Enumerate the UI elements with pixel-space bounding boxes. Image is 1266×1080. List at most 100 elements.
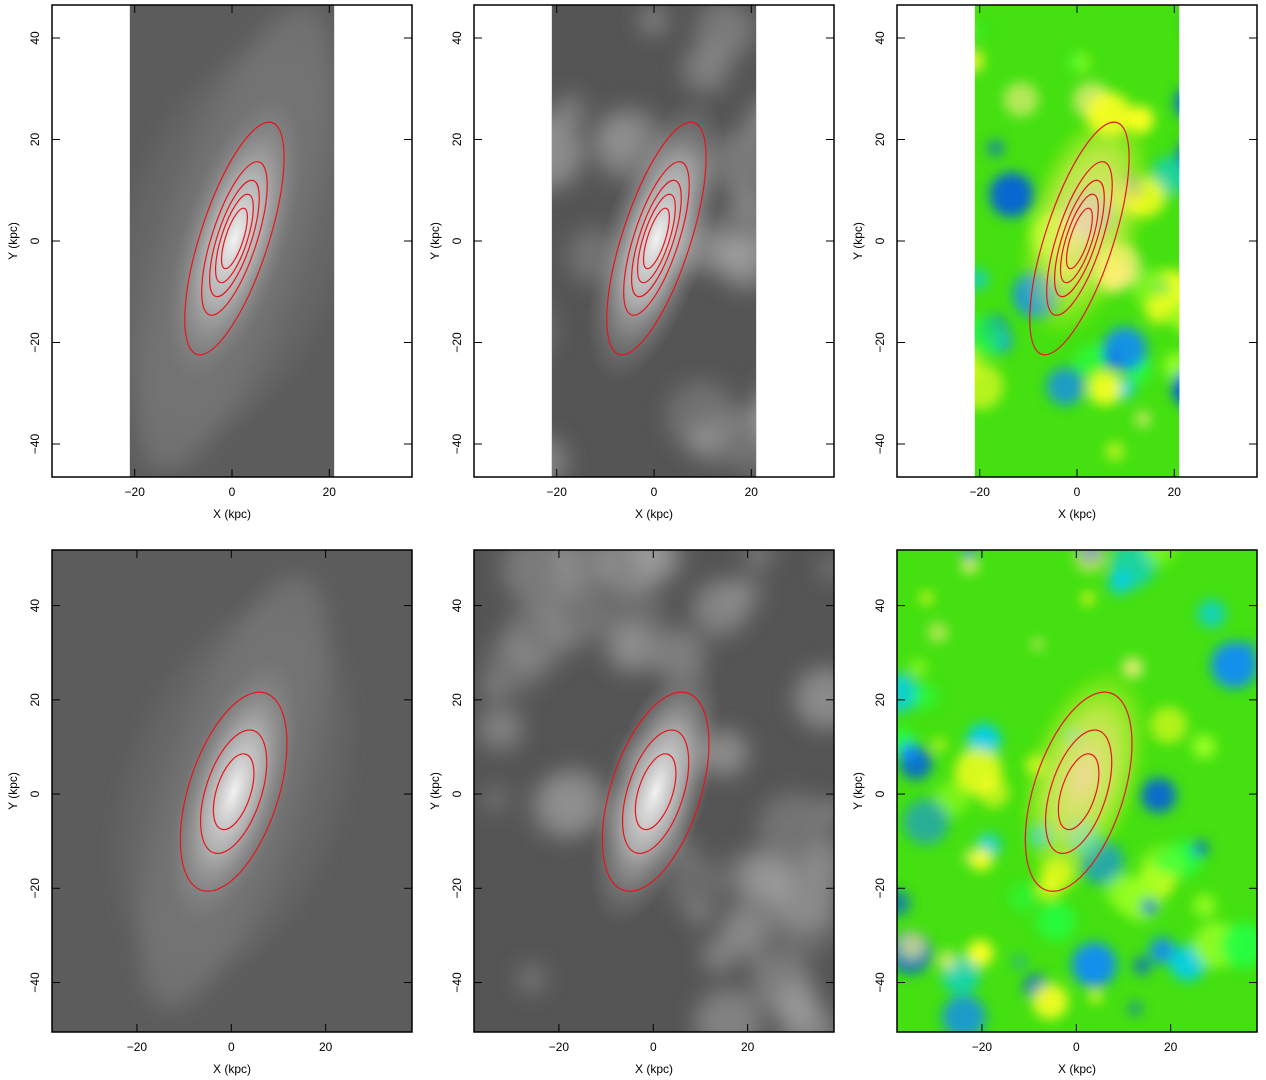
noise-blob [938,15,967,44]
y-tick-label: 40 [873,31,887,45]
noise-blob [805,81,860,136]
noise-blob [782,162,842,222]
galaxy [587,92,726,385]
noise-blob [682,44,731,93]
galaxy [167,656,300,928]
noise-blob [1237,84,1266,119]
noise-blob [1224,247,1257,280]
contour [201,161,268,316]
noise-blob [898,931,926,959]
noise-blob [551,115,584,190]
y-tick-label: 40 [28,31,42,45]
noise-blob [1197,599,1226,628]
noise-blob [970,848,993,871]
noise-blob [974,362,1004,410]
panel: −20 0 20 −40 −20 0 20 40 X (kpc) Y (kpc) [6,4,413,521]
y-tick-label: 0 [873,237,887,244]
noise-blob [1074,550,1107,574]
y-tick-label: 0 [450,237,464,244]
noise-blob [937,950,958,971]
noise-blob [1192,893,1217,918]
noise-blob [897,673,919,713]
y-axis-label: Y (kpc) [6,222,20,260]
noise-blob [1154,852,1176,874]
noise-blob [1173,90,1180,115]
x-axis-label: X (kpc) [635,1062,673,1076]
panel: −20 0 20 −40 −20 0 20 40 X (kpc) Y (kpc) [851,549,1258,1076]
noise-blob [919,591,934,605]
x-tick-label: 20 [1164,1040,1178,1054]
noise-blob [957,336,975,354]
noise-blob [1191,734,1217,760]
noise-blob [1172,373,1180,404]
noise-blob [1220,922,1257,969]
noise-blob [775,176,808,209]
x-tick-label: 0 [1073,1040,1080,1054]
noise-blob [1169,302,1180,333]
noise-blob [1185,15,1205,35]
noise-blob [1087,370,1123,406]
noise-blob [725,574,762,611]
contour [1046,161,1113,316]
noise-blob [1105,874,1142,911]
noise-blob [1036,901,1076,941]
noise-blob [551,312,557,347]
image-blobs [897,550,1257,1032]
image [129,5,335,477]
noise-blob [728,427,757,475]
noise-blob [927,622,949,643]
contour [634,753,677,831]
noise-blob [778,302,834,358]
noise-blob [962,550,977,560]
noise-blob [1081,592,1095,606]
image-blobs [478,550,834,1032]
x-tick-label: −20 [127,1040,148,1054]
x-tick-label: 20 [319,1040,333,1054]
noise-blob [1134,411,1151,428]
noise-blob [701,937,738,974]
y-tick-label: 20 [873,133,887,147]
noise-blob [1067,55,1083,70]
contour [214,193,254,284]
noise-blob [974,349,979,374]
y-tick-label: 40 [28,599,42,613]
frame [473,549,835,1033]
noise-blob [1243,641,1257,654]
noise-blob [1032,983,1069,1020]
noise-blob [892,193,907,208]
noise-blob [723,848,779,904]
noise-blob [920,424,950,454]
noise-blob [721,904,770,953]
noise-blob [974,268,989,290]
x-tick-label: 0 [650,1040,657,1054]
contour [184,121,285,356]
x-tick-label: 20 [323,485,337,499]
noise-blob [974,51,978,70]
x-tick-label: 20 [1168,485,1182,499]
noise-blob [478,705,523,751]
y-axis-label: Y (kpc) [428,222,442,260]
noise-blob [909,658,928,677]
image [897,550,1257,1032]
x-tick-label: 0 [1074,485,1081,499]
noise-blob [1009,882,1039,913]
noise-blob [966,939,994,967]
contour [212,753,255,831]
y-tick-label: 40 [450,31,464,45]
noise-blob [1105,441,1125,461]
noise-blob [1210,641,1257,689]
noise-blob [1199,446,1221,468]
y-tick-label: −40 [28,972,42,993]
noise-blob [818,797,834,825]
x-tick-label: −20 [125,485,146,499]
contour [1057,753,1100,831]
x-tick-label: 0 [228,1040,235,1054]
noise-blob [1192,840,1209,857]
x-tick-label: −20 [547,485,568,499]
x-tick-label: 0 [229,485,236,499]
noise-blob [907,116,942,151]
noise-blob [960,556,979,575]
noise-blob [899,742,920,763]
contour [209,179,260,298]
